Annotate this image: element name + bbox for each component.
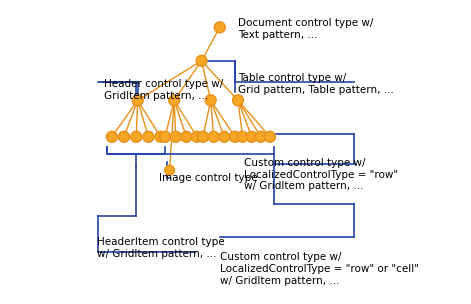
Text: Table control type w/
Grid pattern, Table pattern, ...: Table control type w/ Grid pattern, Tabl…	[238, 73, 394, 95]
Circle shape	[181, 131, 192, 142]
Circle shape	[208, 131, 219, 142]
Circle shape	[170, 131, 181, 142]
Circle shape	[205, 95, 216, 106]
Circle shape	[160, 131, 171, 142]
Circle shape	[233, 95, 244, 106]
Circle shape	[131, 131, 142, 142]
Circle shape	[246, 131, 257, 142]
Text: Custom control type w/
LocalizedControlType = "row" or "cell"
w/ GridItem patter: Custom control type w/ LocalizedControlT…	[220, 252, 419, 285]
Text: Header control type w/
GridItem pattern, ...: Header control type w/ GridItem pattern,…	[104, 79, 224, 101]
Circle shape	[155, 131, 166, 142]
Circle shape	[214, 22, 225, 33]
Circle shape	[198, 131, 209, 142]
Circle shape	[229, 131, 241, 142]
Circle shape	[106, 131, 117, 142]
Circle shape	[143, 131, 154, 142]
Text: Custom control type w/
LocalizedControlType = "row"
w/ GridItem pattern, ...: Custom control type w/ LocalizedControlT…	[244, 158, 398, 191]
Circle shape	[119, 131, 130, 142]
Text: Image control type: Image control type	[159, 173, 258, 183]
Circle shape	[196, 55, 207, 66]
Circle shape	[192, 131, 203, 142]
Circle shape	[132, 95, 143, 106]
Text: Document control type w/
Text pattern, ...: Document control type w/ Text pattern, .…	[238, 18, 374, 40]
Circle shape	[219, 131, 230, 142]
Text: HeaderItem control type
w/ GridItem pattern, ...: HeaderItem control type w/ GridItem patt…	[97, 237, 224, 259]
Circle shape	[255, 131, 266, 142]
Circle shape	[264, 131, 276, 142]
Circle shape	[237, 131, 248, 142]
Circle shape	[165, 165, 175, 175]
Circle shape	[169, 95, 179, 106]
